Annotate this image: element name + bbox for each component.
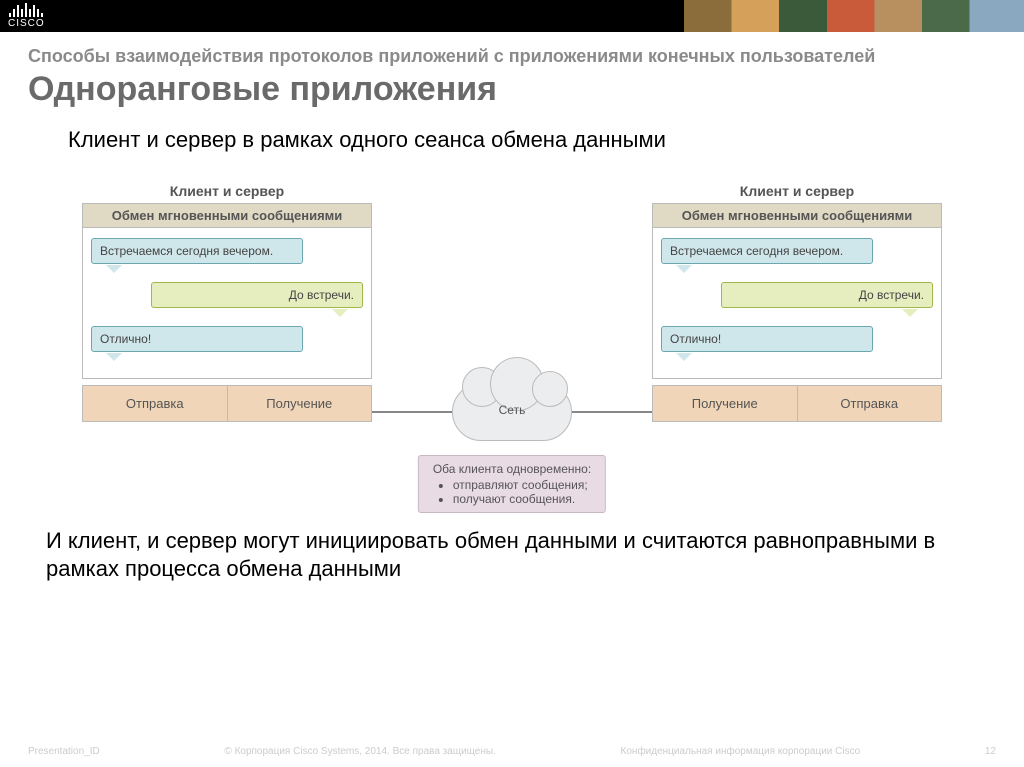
peer-right: Клиент и сервер Обмен мгновенными сообще… [652,183,942,423]
msg-right-3: Отлично! [661,326,873,352]
footer-page: 12 [985,746,996,757]
sendrecv-left: Отправка Получение [82,385,372,422]
cisco-bars-icon [9,3,43,17]
photo-strip [684,0,1024,32]
im-body-right: Встречаемся сегодня вечером. До встречи.… [653,228,941,378]
top-bar: CISCO [0,0,1024,32]
im-title-left: Обмен мгновенными сообщениями [83,204,371,229]
cloud-label: Сеть [452,403,572,417]
slide-subtitle: Способы взаимодействия протоколов прилож… [28,46,996,68]
msg-left-2: До встречи. [151,282,363,308]
footer-right: Конфиденциальная информация корпорации C… [621,746,861,757]
slide-content: Способы взаимодействия протоколов прилож… [0,32,1024,584]
network-cloud: Сеть [452,383,572,441]
msg-right-2: До встречи. [721,282,933,308]
note-title: Оба клиента одновременно: [433,462,591,476]
footer-center: © Корпорация Cisco Systems, 2014. Все пр… [224,746,495,757]
peer-left-label: Клиент и сервер [82,183,372,199]
peer-right-label: Клиент и сервер [652,183,942,199]
footer: Presentation_ID © Корпорация Cisco Syste… [0,746,1024,757]
msg-left-1: Встречаемся сегодня вечером. [91,238,303,264]
slide-title: Одноранговые приложения [28,70,996,109]
im-box-right: Обмен мгновенными сообщениями Встречаемс… [652,203,942,380]
diagram: Клиент и сервер Обмен мгновенными сообще… [82,183,942,503]
footer-left: Presentation_ID [28,746,100,757]
peer-left: Клиент и сервер Обмен мгновенными сообще… [82,183,372,423]
left-send: Отправка [82,385,228,422]
note-item-2: получают сообщения. [453,492,591,506]
right-receive: Получение [652,385,798,422]
note-box: Оба клиента одновременно: отправляют соо… [418,455,606,513]
im-body-left: Встречаемся сегодня вечером. До встречи.… [83,228,371,378]
sendrecv-right: Получение Отправка [652,385,942,422]
left-receive: Получение [228,385,373,422]
note-item-1: отправляют сообщения; [453,478,591,492]
msg-left-3: Отлично! [91,326,303,352]
outro-text: И клиент, и сервер могут инициировать об… [46,527,978,584]
im-title-right: Обмен мгновенными сообщениями [653,204,941,229]
im-box-left: Обмен мгновенными сообщениями Встречаемс… [82,203,372,380]
cisco-logo-text: CISCO [8,18,45,29]
cloud-icon: Сеть [452,383,572,441]
intro-text: Клиент и сервер в рамках одного сеанса о… [68,127,996,153]
cisco-logo: CISCO [8,3,45,29]
msg-right-1: Встречаемся сегодня вечером. [661,238,873,264]
right-send: Отправка [798,385,943,422]
